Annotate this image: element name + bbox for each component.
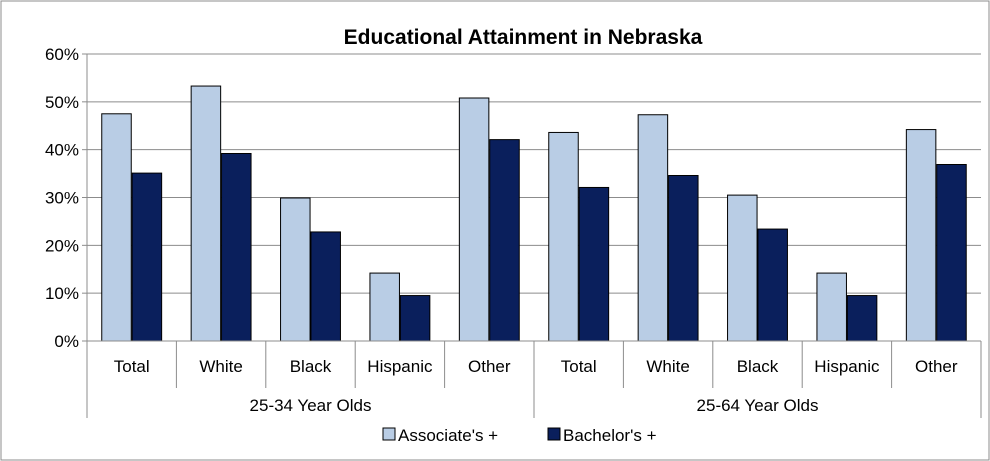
y-tick-label: 30%: [45, 189, 79, 208]
bars: [101, 85, 967, 342]
bar-bachelors: [578, 186, 610, 342]
x-tick-label: Hispanic: [814, 357, 880, 376]
y-tick-label: 20%: [45, 236, 79, 255]
bar-associates: [727, 194, 758, 342]
bar-associates: [816, 272, 847, 342]
bar-bachelors: [668, 174, 699, 342]
x-tick-label: White: [199, 357, 242, 376]
legend-entry: Bachelor's +: [563, 426, 657, 445]
group-label: 25-34 Year Olds: [250, 396, 372, 415]
legend-swatch: [547, 427, 561, 441]
bar-associates: [101, 113, 132, 342]
y-tick-label: 0%: [54, 332, 79, 351]
bar-bachelors: [310, 231, 341, 342]
bar-bachelors: [757, 228, 788, 342]
chart-title: Educational Attainment in Nebraska: [344, 26, 703, 49]
y-tick-label: 60%: [45, 45, 79, 64]
y-tick-label: 50%: [45, 93, 79, 112]
bar-associates: [458, 97, 490, 342]
x-tick-label: Total: [561, 357, 597, 376]
bar-bachelors: [936, 163, 967, 342]
x-tick-label: Hispanic: [367, 357, 433, 376]
x-tick-label: Black: [290, 357, 332, 376]
bar-bachelors: [399, 295, 431, 342]
legend: Associate's + Bachelor's +: [382, 426, 657, 445]
y-tick-label: 10%: [45, 284, 79, 303]
bar-associates: [190, 85, 222, 342]
bar-bachelors: [489, 139, 520, 342]
legend-entry: Associate's +: [398, 426, 498, 445]
bar-associates: [280, 197, 311, 342]
bar-bachelors: [846, 295, 878, 342]
bar-bachelors: [131, 172, 163, 342]
x-tick-label: Black: [737, 357, 779, 376]
axes: 0% 10% 20% 30% 40% 50% 60% Total White Black Hispa…: [45, 45, 982, 418]
x-tick-label: Other: [468, 357, 511, 376]
bar-associates: [369, 272, 400, 342]
legend-swatch: [382, 427, 396, 441]
bar-associates: [637, 114, 669, 342]
bar-bachelors: [221, 152, 252, 342]
bar-associates: [905, 129, 937, 342]
x-tick-label: Total: [114, 357, 150, 376]
group-label: 25-64 Year Olds: [697, 396, 819, 415]
x-tick-label: White: [646, 357, 689, 376]
y-tick-label: 40%: [45, 141, 79, 160]
bar-associates: [548, 131, 579, 342]
x-tick-label: Other: [915, 357, 958, 376]
